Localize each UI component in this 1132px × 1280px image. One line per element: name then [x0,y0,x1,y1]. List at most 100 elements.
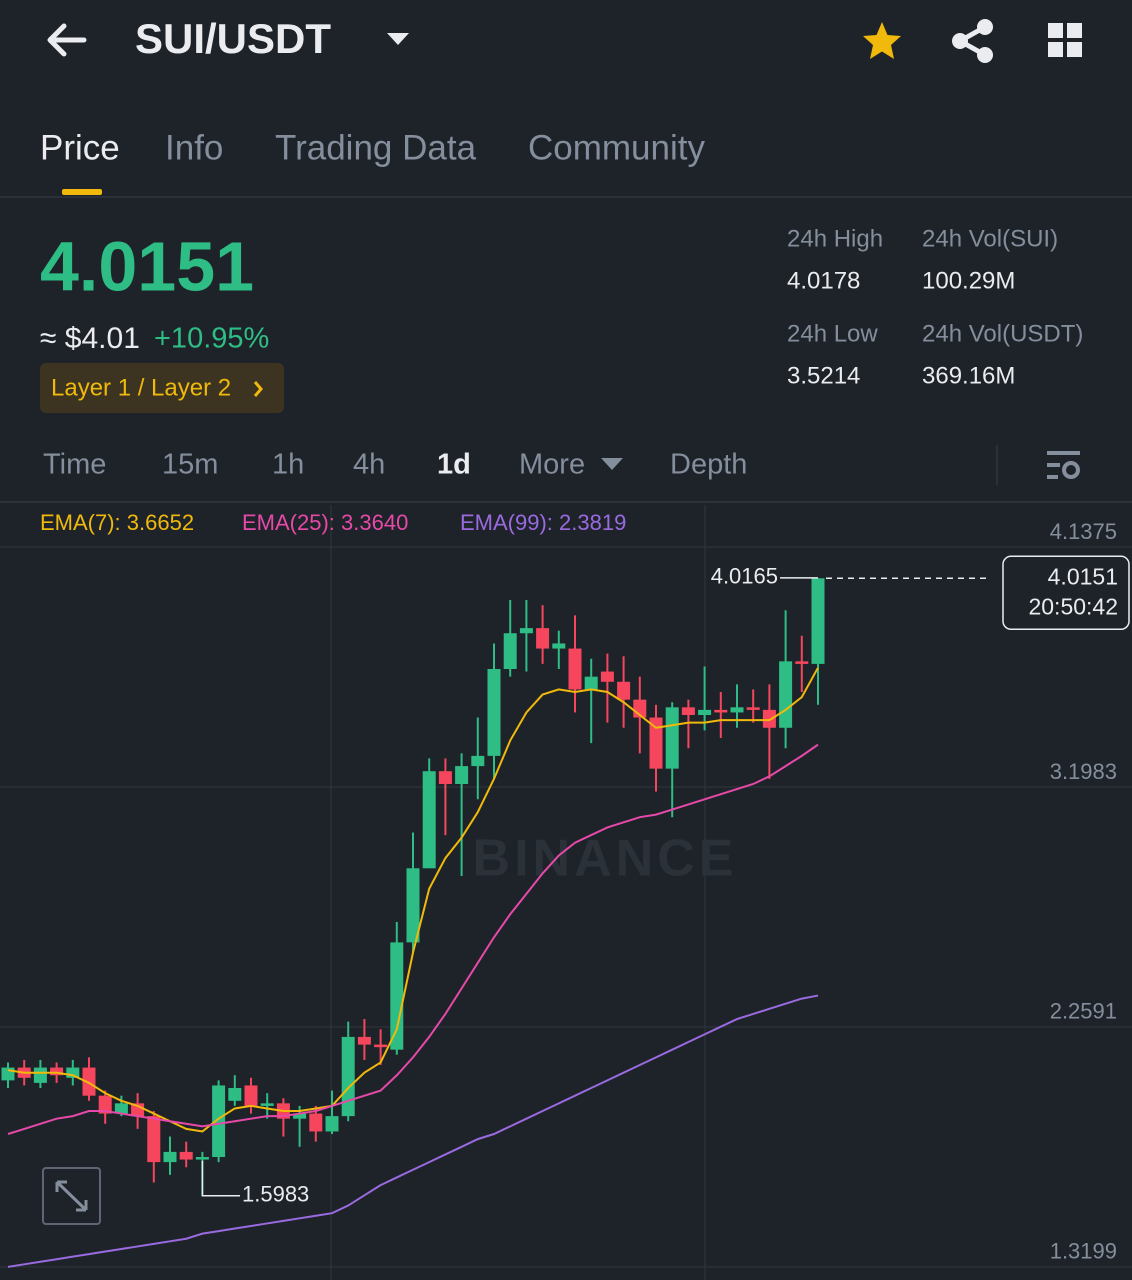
interval[interactable]: Depth [670,449,747,481]
candle-body [341,1036,355,1117]
candle-body [147,1116,161,1163]
candle-body [260,1103,274,1106]
tab[interactable]: Price [40,128,120,167]
interval[interactable]: Time [43,449,106,481]
candle-body [714,709,728,713]
legend-entry: EMA(7): 3.6652 [40,510,194,535]
tab[interactable]: Info [165,128,223,167]
candle-body [746,707,760,710]
interval[interactable]: More [519,449,585,481]
candle-body [357,1036,371,1045]
stat-value: 3.5214 [787,362,860,389]
candle-body [179,1151,193,1160]
candle-body [309,1113,323,1132]
menu-grid[interactable] [1048,23,1082,57]
ema-line [7,667,819,1133]
candle-body [228,1088,242,1101]
last-price: 4.0151 [40,227,254,305]
stat-label: 24h High [787,225,883,252]
candle-body [195,1157,209,1160]
candle-body [244,1085,258,1106]
last-price-box [1002,555,1130,631]
ema-line [7,994,819,1268]
tab[interactable]: Trading Data [275,128,477,167]
candle-body [779,661,793,728]
interval[interactable]: 1h [272,449,304,481]
candle-body [487,669,501,756]
candle-body [811,578,825,664]
candle-body [455,766,469,784]
candle-body [665,707,679,769]
candle-body [374,1044,388,1048]
candle-body [471,755,485,767]
candle-body [617,681,631,700]
candle-body [649,717,663,769]
interval[interactable]: 1d [437,449,471,481]
candle-body [82,1067,96,1096]
stat-value: 369.16M [922,362,1015,389]
legend-entry: EMA(25): 3.3640 [242,510,408,535]
low-marker-label: 1.5983 [242,1182,309,1207]
candle-body [795,661,809,664]
pair-title[interactable]: SUI/USDT [135,15,331,62]
tab-bar: Price Info Trading Data Community [40,128,705,167]
price-change: +10.95% [154,323,269,355]
candle-body [584,676,598,690]
pair-dropdown[interactable] [387,33,409,45]
tab-indicator [62,189,102,195]
candle-body [438,771,452,784]
candle-body [552,643,566,649]
share-button[interactable] [952,19,993,63]
tag-label[interactable]: Layer 1 / Layer 2 [51,374,231,401]
interval-bar: Time 15m 1h 4h 1d More Depth [43,449,747,481]
candle-body [50,1067,64,1076]
candle-body [536,628,550,649]
candle-body [114,1103,128,1114]
low-marker-line [201,1160,240,1197]
candle-body [422,771,436,869]
back-button[interactable] [47,23,87,57]
more-caret [601,458,623,470]
tag-chip[interactable] [40,363,284,413]
high-marker-label: 4.0165 [711,564,778,589]
candle-body [163,1151,177,1163]
candle-body [325,1116,339,1132]
candle-body [293,1113,307,1119]
chart-settings[interactable] [1047,451,1080,479]
candle-body [1,1067,15,1081]
tag-chevron [253,381,263,397]
tab[interactable]: Community [528,128,705,167]
candle-body [33,1067,47,1083]
fiat-price: ≈ $4.01 [40,322,140,355]
stat-label: 24h Vol(SUI) [922,225,1058,252]
candle-body [406,868,420,943]
stat-label: 24h Vol(USDT) [922,320,1083,347]
y-tick-label: 1.3199 [1050,1239,1117,1264]
stat-value: 4.0178 [787,267,860,294]
candle-body [568,648,582,690]
interval[interactable]: 15m [162,449,218,481]
chart: 1.3199 2.2591 3.1983 4.1375 EMA(7): 3.6652 EM… [0,510,1132,1268]
stat-label: 24h Low [787,320,878,347]
stats: 24h High 4.0178 24h Vol(SUI) 100.29M 24h Low… [787,225,1083,389]
y-tick-label: 3.1983 [1050,759,1117,784]
expand-button[interactable] [42,1167,101,1225]
interval[interactable]: 4h [353,449,385,481]
watermark: BINANCE [473,830,738,888]
legend-entry: EMA(99): 2.3819 [460,510,626,535]
candle-body [762,709,776,728]
stat-value: 100.29M [922,267,1015,294]
candle-body [212,1085,226,1158]
candle-body [503,633,517,670]
favorite-star[interactable] [863,22,901,59]
candle-body [66,1067,80,1078]
candle-body [681,707,695,715]
candle-body [390,942,404,1050]
candle-body [98,1095,112,1114]
y-tick-label: 4.1375 [1050,519,1117,544]
candle-body [519,628,533,634]
candle-body [600,671,614,682]
